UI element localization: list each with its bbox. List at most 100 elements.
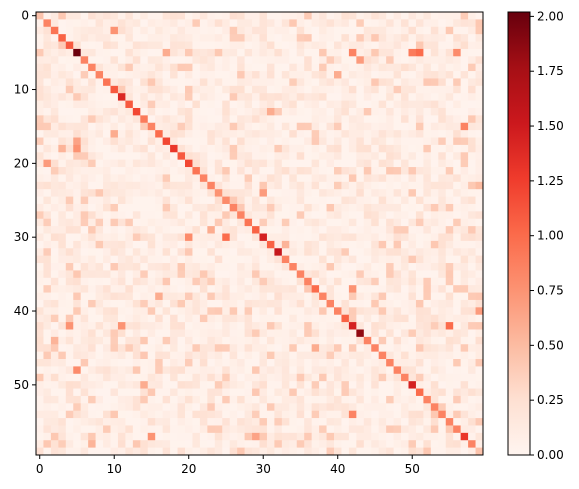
heatmap-cell [162,167,171,175]
heatmap-cell [170,203,178,212]
heatmap-cell [125,432,134,441]
heatmap-cell [468,12,476,20]
heatmap-cell [281,425,290,434]
heatmap-cell [229,270,238,279]
heatmap-cell [117,78,126,87]
colorbar-tick-label: 1.25 [537,174,564,188]
heatmap-cell [140,226,149,234]
heatmap-cell [244,71,253,79]
heatmap-cell [214,78,223,87]
heatmap-cell [214,395,223,404]
heatmap-cell [348,307,357,316]
heatmap-cell [199,270,208,279]
heatmap-cell [378,418,387,426]
heatmap-cell [289,307,298,316]
heatmap-cell [393,351,402,360]
heatmap-cell [125,270,134,279]
heatmap-cell [125,366,134,375]
heatmap-cell [334,226,342,234]
heatmap-cell [252,12,260,20]
heatmap-cell [468,440,476,448]
heatmap-cell [334,19,342,28]
heatmap-cell [356,270,365,279]
heatmap-cell [460,344,469,352]
heatmap-cell [334,130,342,138]
heatmap-cell [304,115,312,124]
heatmap-cell [192,248,201,256]
heatmap-cell [36,196,44,205]
heatmap-cell [125,344,134,352]
heatmap-cell [445,174,454,183]
heatmap-cell [50,425,59,434]
heatmap-cell [252,48,260,57]
heatmap-cell [244,351,253,360]
heatmap-cell [50,152,59,161]
heatmap-cell [274,425,283,434]
heatmap-cell [162,388,171,397]
heatmap-cell [445,122,454,131]
heatmap-cell [36,85,44,94]
heatmap-cell [80,373,89,382]
heatmap-cell [132,322,141,330]
heatmap-cell [386,137,394,146]
heatmap-cell [125,447,134,456]
heatmap-cell [371,322,380,330]
heatmap-cell [185,240,193,249]
heatmap-cell [430,56,439,65]
heatmap-cell [58,100,67,109]
heatmap-cell [356,432,365,441]
heatmap-cell [415,233,424,242]
heatmap-cell [326,425,335,434]
heatmap-cell [386,329,394,338]
heatmap-cell [155,381,163,389]
heatmap-cell [281,41,290,50]
heatmap-cell [356,388,365,397]
heatmap-cell [363,12,372,20]
heatmap-cell [386,299,394,308]
heatmap-cell [371,174,380,183]
heatmap-cell [103,388,111,397]
heatmap-cell [430,167,439,175]
heatmap-cell [117,336,126,345]
heatmap-cell [326,440,335,448]
heatmap-cell [103,115,111,124]
heatmap-cell [65,19,74,28]
heatmap-cell [252,351,260,360]
heatmap-cell [363,130,372,138]
heatmap-cell [199,196,208,205]
heatmap-cell [125,336,134,345]
heatmap-cell [460,255,469,264]
heatmap-cell [237,344,245,352]
heatmap-cell [304,270,312,279]
heatmap-cell [36,26,44,35]
heatmap-cell [378,130,387,138]
heatmap-cell [36,270,44,279]
heatmap-cell [460,373,469,382]
heatmap-cell [117,248,126,256]
heatmap-cell [244,211,253,220]
heatmap-cell [229,167,238,175]
heatmap-cell [468,218,476,227]
heatmap-cell [348,41,357,50]
heatmap-cell [468,174,476,183]
heatmap-cell [155,26,163,35]
heatmap-cell [50,78,59,87]
heatmap-cell [229,189,238,197]
heatmap-cell [401,189,409,197]
heatmap-cell [274,115,283,124]
heatmap-cell [296,19,305,28]
heatmap-cell [386,322,394,330]
heatmap-cell [229,137,238,146]
heatmap-cell [348,270,357,279]
heatmap-cell [58,292,67,301]
heatmap-cell [88,26,96,35]
heatmap-cell [289,19,298,28]
heatmap-cell [401,418,409,426]
heatmap-cell [155,329,163,338]
heatmap-cell [334,41,342,50]
heatmap-cell [199,314,208,323]
heatmap-cell [438,255,447,264]
heatmap-cell [319,167,327,175]
heatmap-cell [348,78,357,87]
heatmap-cell [371,93,380,101]
